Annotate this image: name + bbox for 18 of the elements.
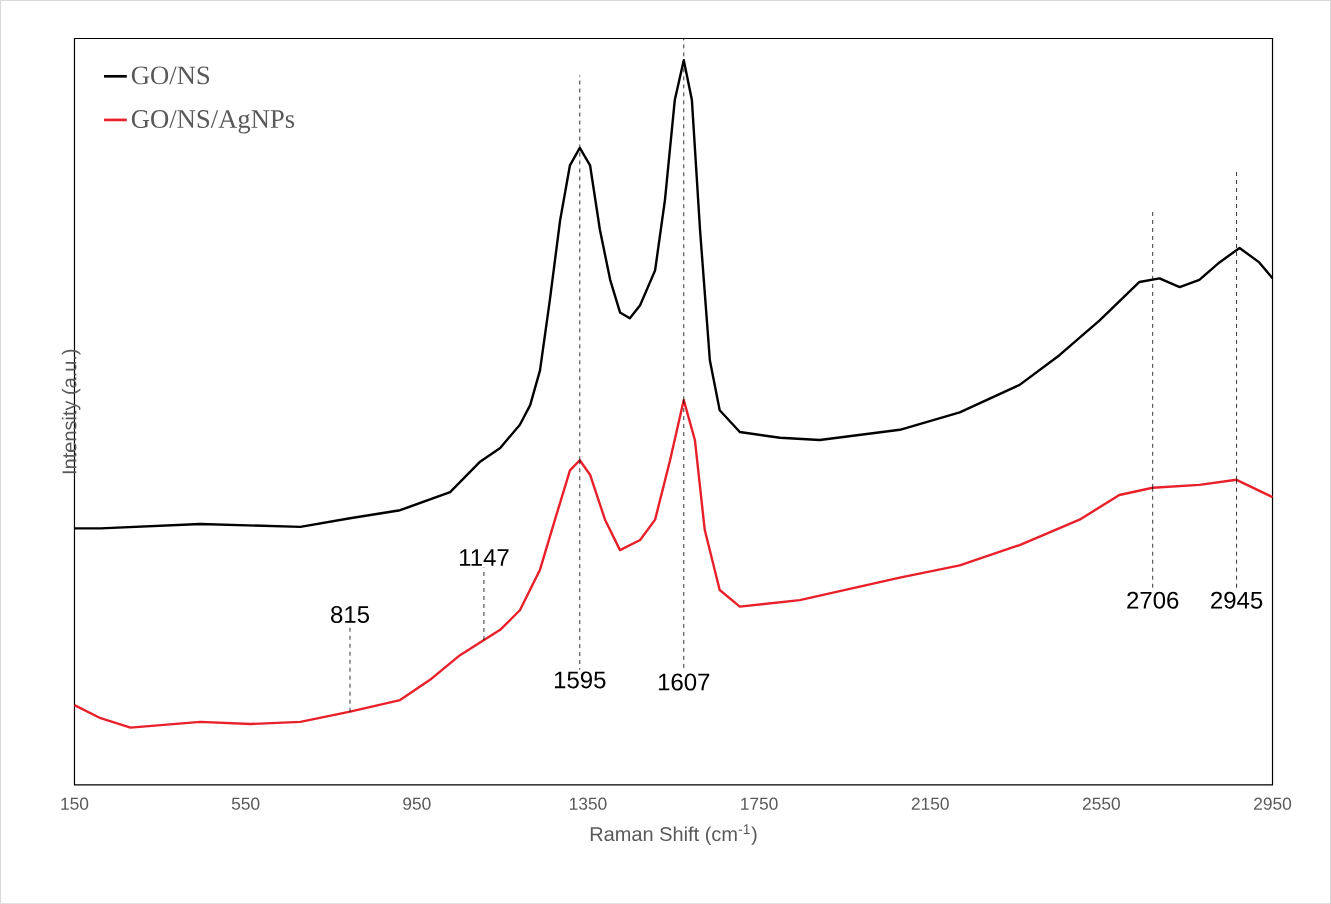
annotation: 1147 [459,549,509,566]
legend-label: GO/NS/AgNPs [131,109,295,134]
annotation: 815 [331,605,370,623]
x-tick-label: 1350 [569,797,607,810]
x-tick-label: 550 [231,797,260,810]
x-tick-label: 2150 [911,797,949,810]
legend-label: GO/NS [131,66,210,85]
x-tick-label: 950 [403,797,431,810]
annotation: 2945 [1211,591,1263,609]
x-tick-label: 2950 [1254,797,1292,810]
annotation: 2706 [1127,591,1179,609]
x-axis-title: Raman Shift (cm$^{-1}$) [590,824,757,845]
x-tick-label: 2550 [1082,797,1120,810]
annotation: 1607 [658,673,710,691]
y-axis-title: Intensity (a.u.) [61,349,81,473]
x-tick-label: 1750 [741,797,778,810]
annotation: 1595 [554,671,606,689]
x-tick-label: 150 [61,797,89,810]
